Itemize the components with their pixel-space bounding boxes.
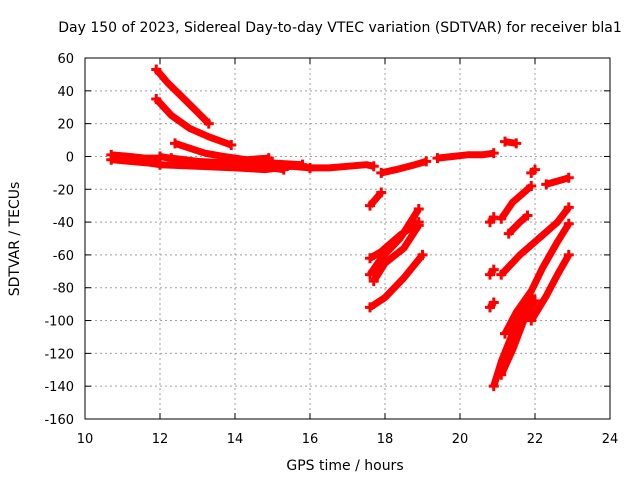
data-point-marker xyxy=(488,381,499,392)
data-point-marker xyxy=(496,213,507,224)
data-series-track-10 xyxy=(380,158,428,177)
y-tick-label: -100 xyxy=(44,315,74,330)
data-point-marker xyxy=(526,315,537,326)
data-point-marker xyxy=(365,302,375,313)
data-point-marker xyxy=(496,369,507,380)
y-tick-label: -80 xyxy=(53,282,74,297)
data-point-marker xyxy=(530,164,540,175)
data-series-track-29 xyxy=(528,253,572,323)
data-series-track-15 xyxy=(367,207,422,277)
data-series-track-13 xyxy=(367,190,384,208)
x-tick-label: 20 xyxy=(452,432,469,447)
data-point-marker xyxy=(368,276,379,287)
y-tick-label: 60 xyxy=(57,52,74,67)
axis-ticks xyxy=(84,57,611,420)
data-point-marker xyxy=(305,162,315,173)
y-tick-label: -140 xyxy=(44,380,74,395)
data-point-marker xyxy=(413,203,424,214)
data-point-marker xyxy=(563,202,574,213)
data-series-track-2 xyxy=(110,156,161,169)
x-tick-label: 14 xyxy=(227,432,244,447)
data-point-marker xyxy=(263,153,274,164)
data-series-track-16 xyxy=(370,223,422,284)
y-tick-label: 40 xyxy=(57,85,74,100)
data-point-marker xyxy=(541,179,552,190)
x-tick-label: 16 xyxy=(302,432,319,447)
y-tick-label: -60 xyxy=(53,249,74,264)
x-tick-labels: 10 12 14 16 18 20 22 24 xyxy=(77,432,619,447)
data-point-marker xyxy=(203,118,214,129)
data-point-marker xyxy=(488,148,499,159)
data-point-marker xyxy=(500,136,510,147)
y-tick-labels: -160 -140 -120 -100 -80 -60 -40 -20 0 20 40 60 xyxy=(44,52,74,428)
data-point-marker xyxy=(365,200,375,211)
data-series-track-28 xyxy=(498,299,539,377)
data-series-track-17 xyxy=(368,252,426,311)
data-series-track-1 xyxy=(110,151,160,162)
data-point-marker xyxy=(376,187,387,198)
y-axis-label: SDTVAR / TECUs xyxy=(7,182,23,297)
data-point-marker xyxy=(511,138,522,149)
data-point-marker xyxy=(522,210,533,221)
data-point-marker xyxy=(151,94,162,105)
x-tick-label: 12 xyxy=(152,432,169,447)
data-point-marker xyxy=(530,295,540,306)
data-point-marker xyxy=(151,64,162,75)
data-series xyxy=(106,64,574,392)
data-point-marker xyxy=(376,167,387,178)
data-series-track-7 xyxy=(153,67,212,127)
data-point-marker xyxy=(365,269,375,280)
data-series-track-11 xyxy=(437,149,495,162)
data-point-marker xyxy=(170,138,180,149)
data-series-track-27 xyxy=(490,294,535,388)
y-tick-label: -160 xyxy=(44,413,74,428)
data-point-marker xyxy=(488,212,499,223)
data-point-marker xyxy=(563,172,574,183)
data-point-marker xyxy=(226,139,237,150)
data-series-track-6 xyxy=(170,154,285,174)
y-tick-label: 20 xyxy=(57,118,74,133)
data-series-track-25 xyxy=(498,205,572,278)
y-tick-label: -40 xyxy=(53,216,74,231)
data-series-track-26 xyxy=(501,221,572,336)
data-point-marker xyxy=(563,218,574,229)
data-point-marker xyxy=(297,159,308,170)
data-point-marker xyxy=(421,156,432,167)
x-tick-label: 22 xyxy=(527,432,544,447)
data-point-marker xyxy=(488,297,499,308)
data-point-marker xyxy=(503,228,514,239)
data-point-marker xyxy=(166,153,177,164)
data-series-track-8 xyxy=(153,96,233,149)
data-point-marker xyxy=(496,269,507,280)
data-point-marker xyxy=(413,220,424,231)
data-point-marker xyxy=(106,154,117,165)
data-point-marker xyxy=(563,249,574,260)
y-tick-label: -20 xyxy=(53,183,74,198)
x-tick-label: 18 xyxy=(377,432,394,447)
data-series-track-9 xyxy=(310,161,375,172)
x-tick-label: 24 xyxy=(602,432,619,447)
data-series-track-5 xyxy=(173,139,270,164)
data-series-track-22 xyxy=(506,212,530,237)
data-point-marker xyxy=(432,153,443,164)
data-point-marker xyxy=(368,161,379,172)
data-point-marker xyxy=(417,249,428,260)
chart-title: Day 150 of 2023, Sidereal Day-to-day VTE… xyxy=(58,20,621,36)
y-tick-label: 0 xyxy=(66,150,74,165)
data-point-marker xyxy=(526,180,537,191)
x-tick-label: 10 xyxy=(77,432,94,447)
data-point-marker xyxy=(500,328,510,339)
data-point-marker xyxy=(365,253,375,264)
data-point-marker xyxy=(488,264,499,275)
plot-frame xyxy=(84,57,611,420)
data-point-marker xyxy=(278,164,289,175)
data-point-marker xyxy=(155,151,165,162)
data-series-track-21 xyxy=(498,183,534,221)
y-tick-label: -120 xyxy=(44,347,74,362)
x-axis-label: GPS time / hours xyxy=(286,458,403,474)
